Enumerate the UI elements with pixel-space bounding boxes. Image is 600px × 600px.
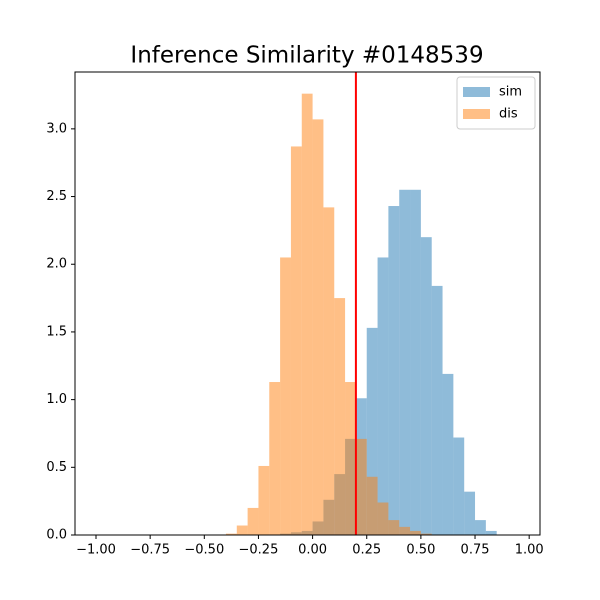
y-tick-label: 1.5 <box>46 324 67 339</box>
x-tick-label: 0.00 <box>298 543 327 558</box>
bar <box>377 257 389 535</box>
legend-swatch <box>463 87 490 97</box>
bar <box>420 533 432 535</box>
bar <box>399 189 411 535</box>
bar <box>410 189 421 535</box>
axes-frame <box>74 71 541 536</box>
bar <box>355 438 367 535</box>
chart-title: Inference Similarity #0148539 <box>130 43 483 69</box>
bar <box>290 146 302 536</box>
bar <box>323 207 335 535</box>
bar <box>431 285 443 535</box>
bar <box>420 237 432 535</box>
y-tick-label: 1.0 <box>46 392 67 407</box>
x-tick-label: 1.00 <box>515 543 544 558</box>
bar <box>377 502 389 535</box>
y-tick-label: 0.5 <box>46 460 67 475</box>
bar <box>280 257 291 535</box>
y-tick-label: 3.0 <box>46 121 67 136</box>
y-tick-label: 0.0 <box>46 528 67 543</box>
bar <box>334 298 346 535</box>
bar <box>399 526 411 535</box>
bar <box>453 437 465 535</box>
bar <box>388 520 400 535</box>
bar <box>464 491 476 535</box>
bar <box>485 530 497 535</box>
legend-label: sim <box>499 85 522 100</box>
legend-label: dis <box>499 107 518 122</box>
bar <box>410 530 421 535</box>
x-tick-label: −1.00 <box>76 543 116 558</box>
bar <box>442 373 454 535</box>
bar <box>269 382 281 535</box>
bar <box>247 507 259 535</box>
x-tick-label: −0.50 <box>184 543 224 558</box>
y-tick-label: 2.0 <box>46 257 67 272</box>
bar <box>475 520 486 535</box>
bar <box>312 119 324 535</box>
bar <box>345 382 356 535</box>
bar <box>225 533 237 535</box>
y-tick-label: 2.5 <box>46 189 67 204</box>
x-tick-label: −0.75 <box>130 543 170 558</box>
bar <box>366 327 378 535</box>
x-tick-label: −0.25 <box>239 543 279 558</box>
x-tick-label: 0.50 <box>406 543 435 558</box>
bar <box>236 525 248 535</box>
legend-swatch <box>463 109 490 119</box>
bar <box>258 465 270 535</box>
bar <box>366 476 378 535</box>
bar <box>301 93 313 535</box>
legend-box <box>456 76 536 130</box>
bar <box>388 206 400 536</box>
x-tick-label: 0.75 <box>461 543 490 558</box>
x-tick-label: 0.25 <box>352 543 381 558</box>
